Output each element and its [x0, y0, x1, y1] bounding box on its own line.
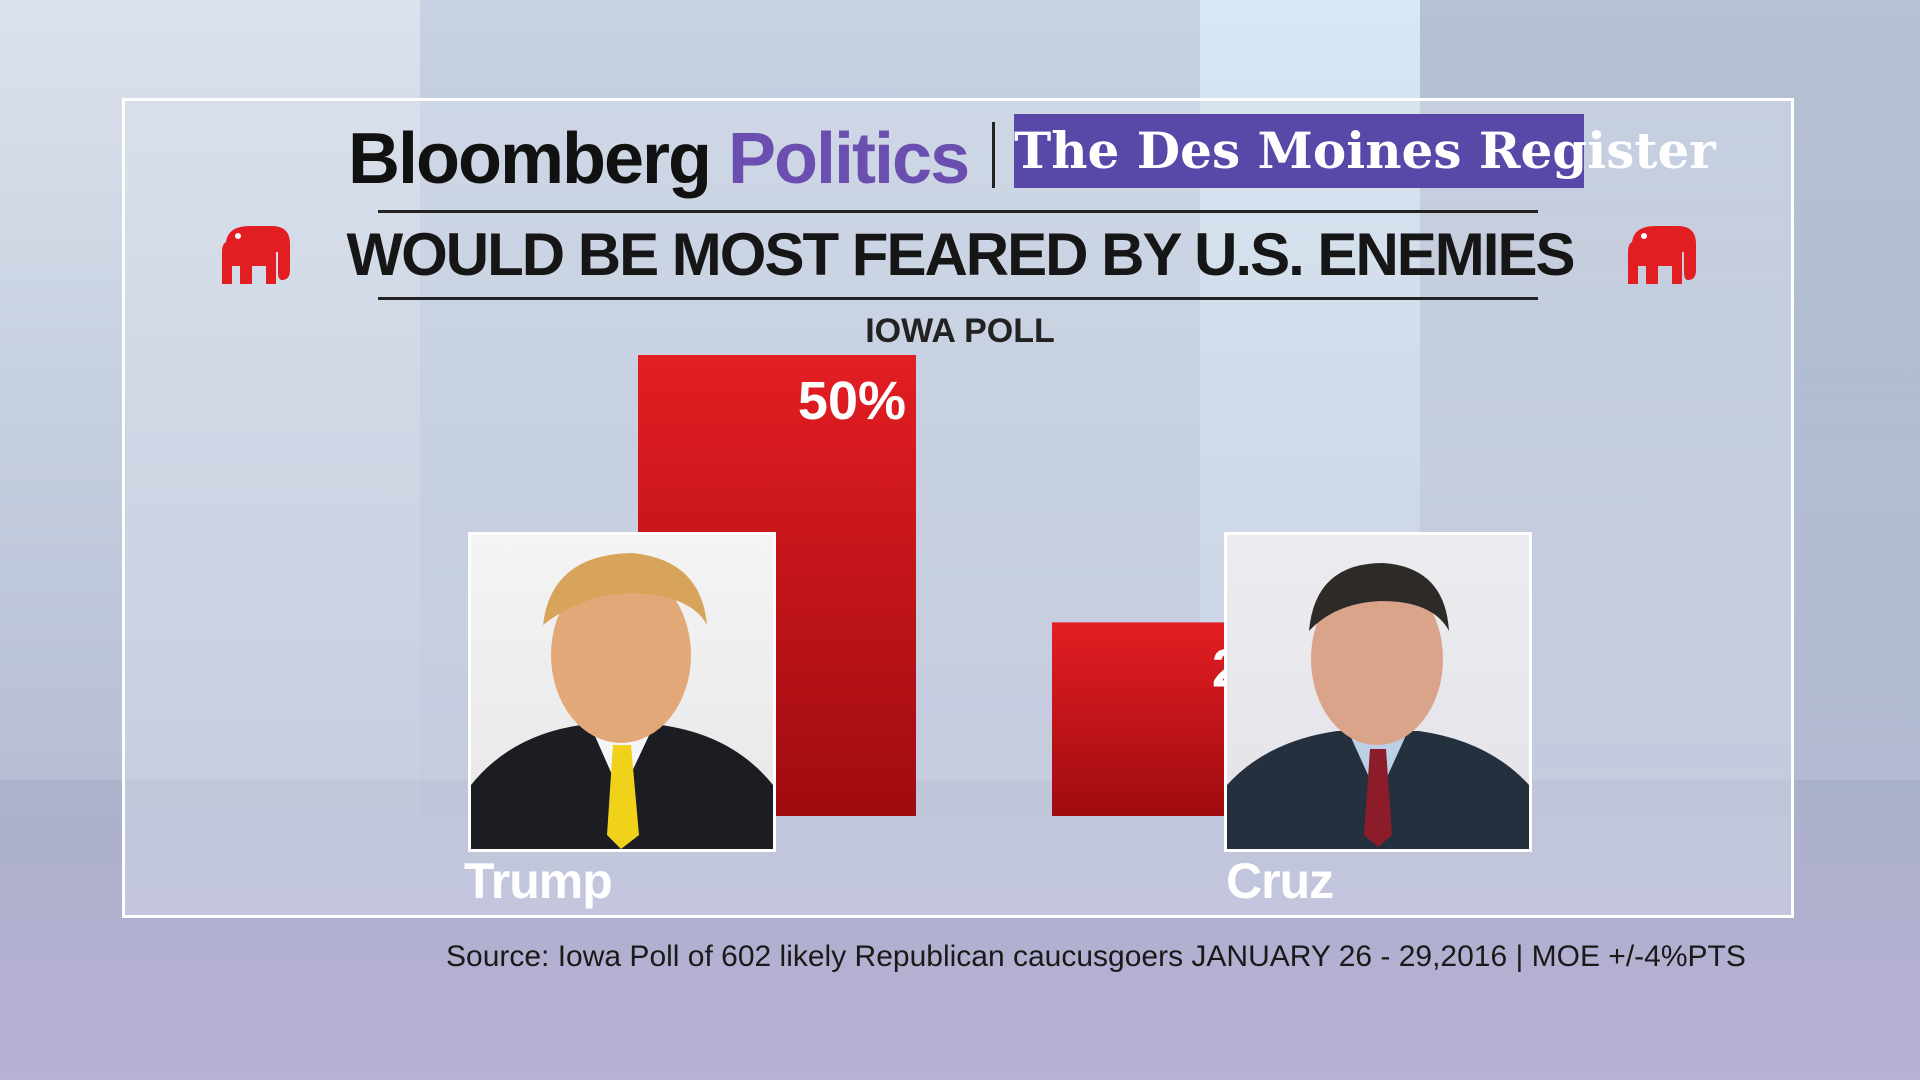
- candidate-photo-cruz: [1224, 532, 1532, 852]
- category-label-trump: Trump: [464, 853, 613, 909]
- source-note: Source: Iowa Poll of 602 likely Republic…: [446, 940, 1746, 973]
- trump-portrait-illustration: [471, 553, 773, 849]
- chart-title: WOULD BE MOST FEARED BY U.S. ENEMIES: [346, 221, 1576, 288]
- headline-rule-top: [378, 210, 1538, 213]
- candidate-photo-trump: [468, 532, 776, 852]
- politics-wordmark: Politics: [728, 119, 970, 199]
- gop-elephant-icon: [222, 226, 290, 284]
- bloomberg-politics-logo: Bloomberg Politics: [348, 118, 970, 200]
- bloomberg-wordmark: Bloomberg: [348, 119, 712, 199]
- chart-subtitle: IOWA POLL: [865, 312, 1055, 350]
- cruz-portrait-illustration: [1227, 563, 1529, 849]
- headline-rule-bottom: [378, 297, 1538, 300]
- logo-divider: [992, 122, 995, 188]
- category-label-cruz: Cruz: [1226, 853, 1334, 909]
- gop-elephant-icon: [1628, 226, 1696, 284]
- des-moines-register-logo: The Des Moines Register: [1014, 114, 1716, 188]
- data-label-trump: 50%: [798, 371, 906, 431]
